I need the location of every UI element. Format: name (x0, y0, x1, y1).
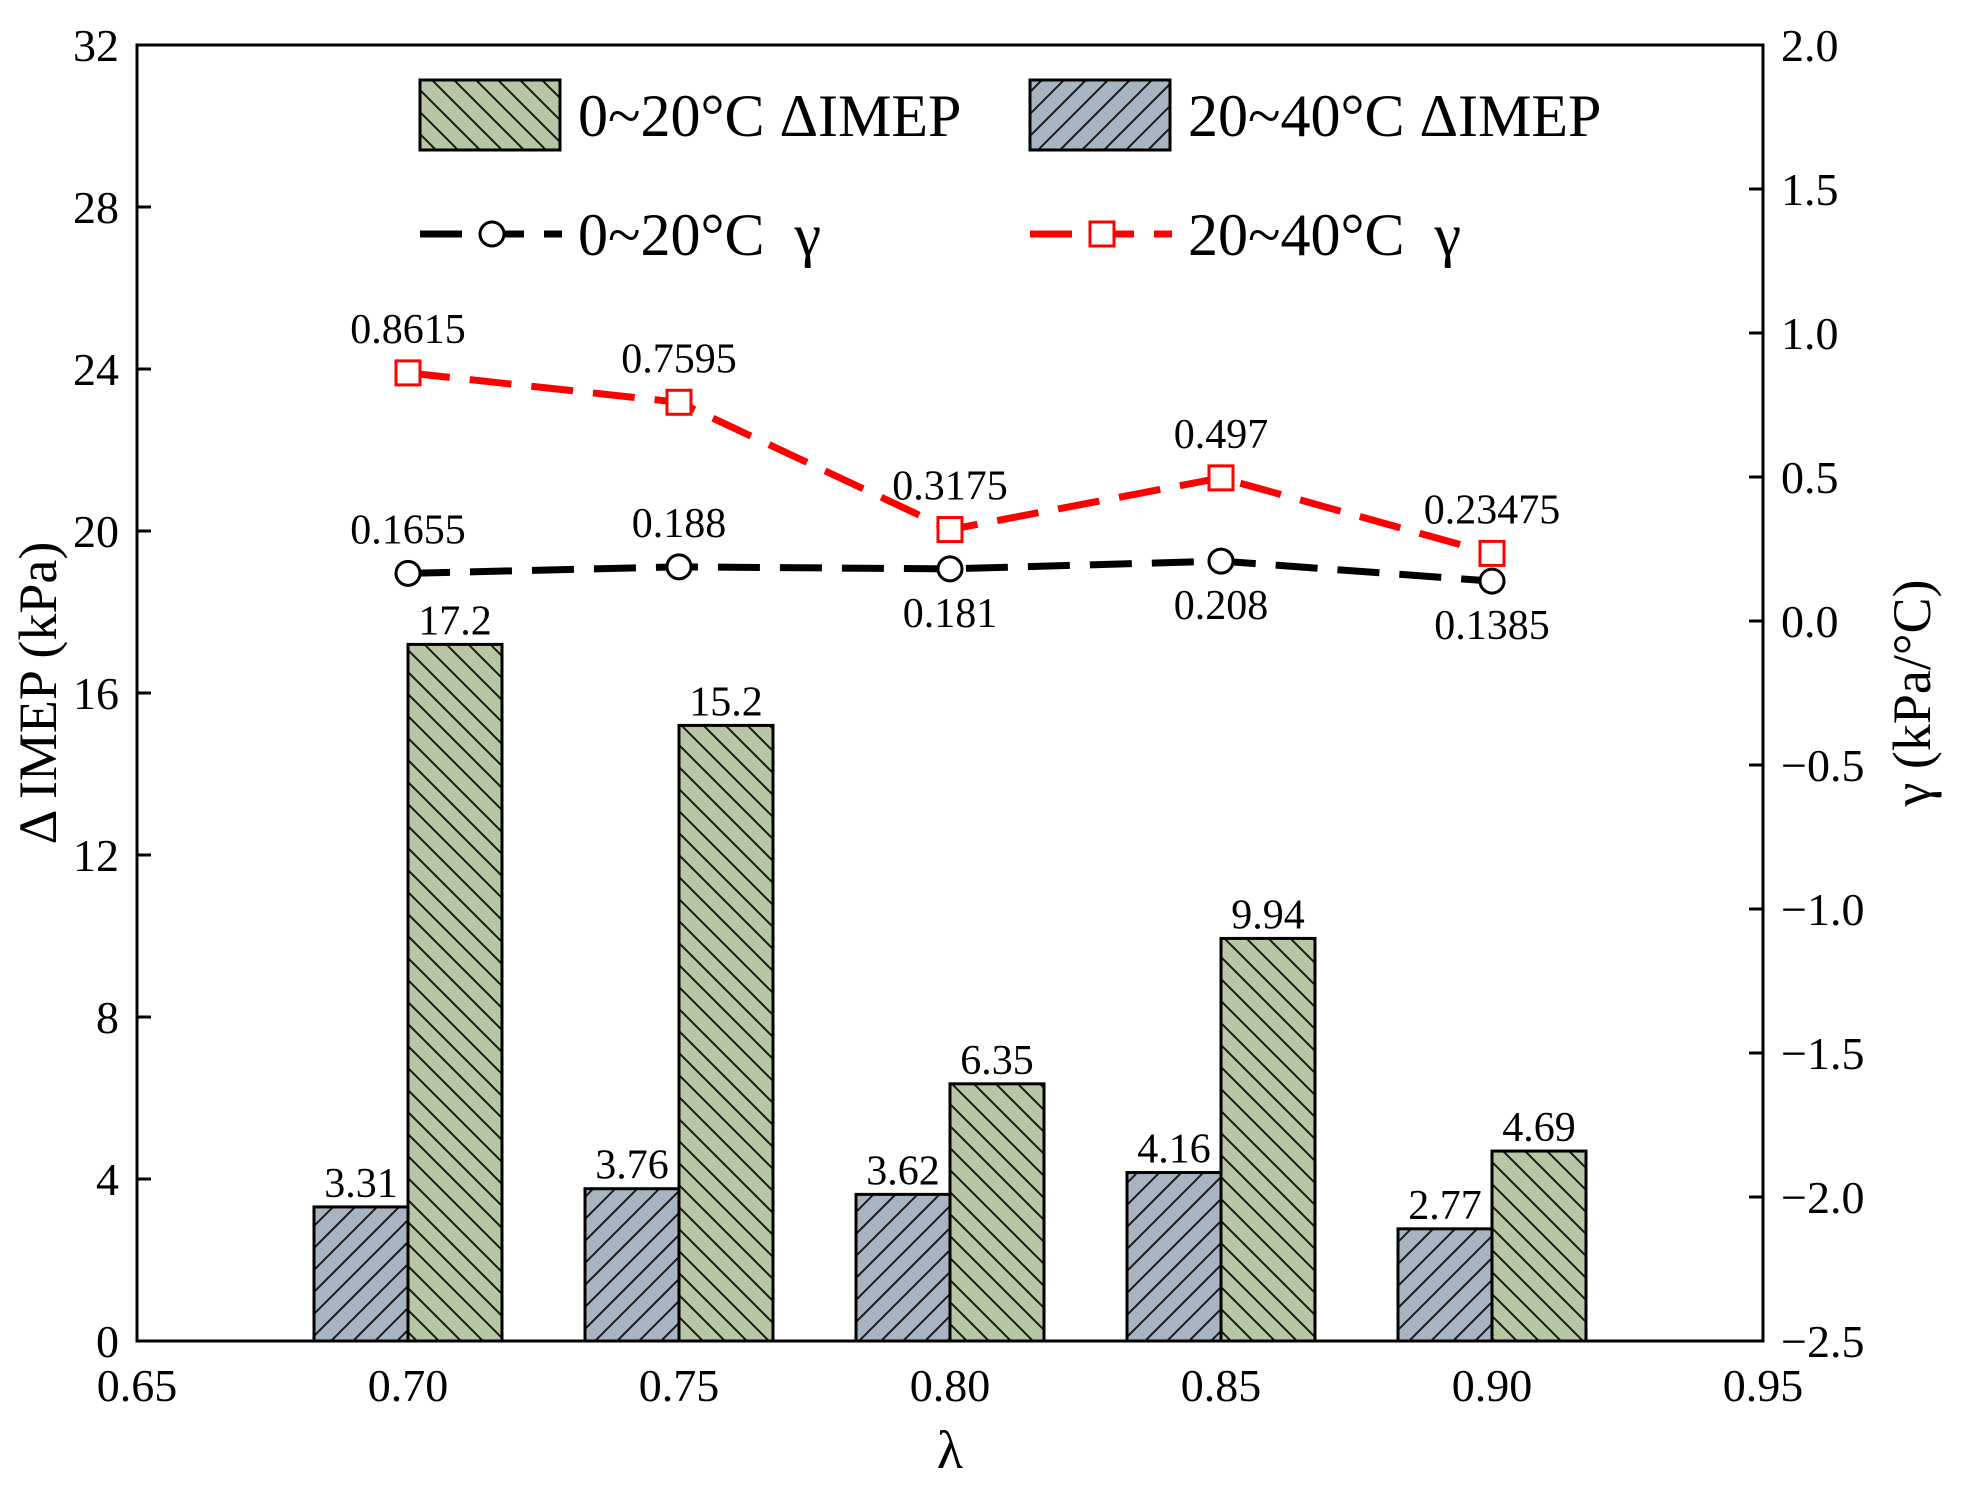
line-label-s1-0: 0.8615 (350, 307, 466, 353)
bar-s0-2 (948, 1082, 1046, 1343)
x-ticks-layer: 0.65 0.70 0.75 0.80 0.85 0.90 0.95 (97, 1327, 1804, 1411)
marker-s0-3 (1207, 547, 1235, 575)
bar-s1-1 (583, 1187, 681, 1343)
bar-label-s1-3: 4.16 (1137, 1127, 1211, 1173)
legend-label-line-1: 20~40°C γ (1188, 202, 1461, 268)
line-label-s0-2: 0.181 (903, 591, 998, 637)
x-tick-label-3: 0.80 (910, 1360, 991, 1411)
y-right-tick-label-0: −2.5 (1781, 1316, 1864, 1367)
marker-s0-0 (394, 559, 422, 587)
legend-swatch-bar-1 (1028, 78, 1172, 152)
line-label-s1-4: 0.23475 (1424, 487, 1561, 533)
bars-layer (312, 642, 1588, 1343)
marker-s1-2 (936, 516, 964, 544)
bar-label-s0-3: 9.94 (1231, 892, 1305, 938)
x-tick-label-2: 0.75 (639, 1360, 720, 1411)
bar-s0-3 (1219, 936, 1317, 1343)
bar-s1-4 (1396, 1227, 1494, 1343)
y-right-tick-label-2: −1.5 (1781, 1028, 1864, 1079)
bar-label-s1-0: 3.31 (324, 1161, 398, 1207)
line-label-s0-0: 0.1655 (350, 507, 466, 553)
y-left-tick-label-3: 12 (73, 830, 119, 881)
line-series-0 (407, 557, 1493, 585)
markers-layer (394, 359, 1506, 595)
bar-s1-3 (1125, 1171, 1223, 1343)
line-labels-layer: 0.1655 0.188 0.181 0.208 0.1385 0.8615 0.7595 0… (350, 307, 1560, 649)
y-left-tick-label-8: 32 (73, 20, 119, 71)
bar-label-s1-1: 3.76 (595, 1143, 669, 1189)
line-label-s1-3: 0.497 (1174, 412, 1269, 458)
x-axis-label: λ (937, 1420, 963, 1480)
y-left-tick-label-6: 24 (73, 344, 119, 395)
y-left-ticks-layer: 0 4 8 12 16 20 24 28 32 (73, 20, 151, 1367)
x-tick-label-6: 0.95 (1723, 1360, 1804, 1411)
y-left-tick-label-4: 16 (73, 668, 119, 719)
bar-s0-0 (406, 642, 504, 1343)
marker-s0-2 (936, 555, 964, 583)
y-left-tick-label-1: 4 (96, 1154, 119, 1205)
marker-s1-3 (1207, 464, 1235, 492)
bar-label-s0-1: 15.2 (689, 679, 763, 725)
marker-s0-1 (665, 553, 693, 581)
y-right-tick-label-7: 1.0 (1781, 308, 1839, 359)
bar-label-s1-2: 3.62 (866, 1148, 940, 1194)
bar-labels-layer: 17.2 15.2 6.35 9.94 4.69 3.31 3.76 3.62 4.16 2.77 (324, 598, 1576, 1228)
x-tick-label-4: 0.85 (1181, 1360, 1262, 1411)
bar-label-s0-4: 4.69 (1502, 1105, 1576, 1151)
x-tick-label-0: 0.65 (97, 1360, 178, 1411)
y-left-axis-label: Δ IMEP (kPa) (8, 542, 68, 845)
line-label-s0-1: 0.188 (632, 501, 727, 547)
legend-swatch-bar-0 (418, 78, 562, 152)
line-label-s1-2: 0.3175 (892, 464, 1008, 510)
line-label-s0-3: 0.208 (1174, 583, 1269, 629)
bar-label-s1-4: 2.77 (1408, 1183, 1482, 1229)
y-right-tick-label-9: 2.0 (1781, 20, 1839, 71)
marker-s0-4 (1478, 567, 1506, 595)
legend-marker-1 (1088, 220, 1116, 248)
legend-label-line-0: 0~20°C γ (578, 202, 821, 268)
x-tick-label-5: 0.90 (1452, 1360, 1533, 1411)
x-tick-label-1: 0.70 (368, 1360, 449, 1411)
y-right-tick-label-6: 0.5 (1781, 452, 1839, 503)
legend: 0~20°C ΔIMEP 20~40°C ΔIMEP 0~20°C γ 20~4… (418, 78, 1601, 268)
line-label-s0-4: 0.1385 (1434, 603, 1550, 649)
bar-s1-2 (854, 1192, 952, 1343)
y-left-tick-label-0: 0 (96, 1316, 119, 1367)
bar-s0-1 (677, 723, 775, 1343)
legend-label-bar-1: 20~40°C ΔIMEP (1188, 83, 1601, 149)
marker-s1-0 (394, 359, 422, 387)
legend-label-bar-0: 0~20°C ΔIMEP (578, 83, 961, 149)
bar-s1-0 (312, 1205, 410, 1343)
y-right-tick-label-4: −0.5 (1781, 740, 1864, 791)
marker-s1-4 (1478, 539, 1506, 567)
y-right-tick-label-3: −1.0 (1781, 884, 1864, 935)
y-right-tick-label-5: 0.0 (1781, 596, 1839, 647)
y-left-tick-label-5: 20 (73, 506, 119, 557)
y-right-tick-label-8: 1.5 (1781, 164, 1839, 215)
marker-s1-1 (665, 388, 693, 416)
legend-marker-0 (478, 220, 506, 248)
bar-label-s0-0: 17.2 (418, 598, 492, 644)
y-right-tick-label-1: −2.0 (1781, 1172, 1864, 1223)
y-left-tick-label-2: 8 (96, 992, 119, 1043)
line-label-s1-1: 0.7595 (621, 336, 737, 382)
y-left-tick-label-7: 28 (73, 182, 119, 233)
y-right-axis-label: γ (kPa/°C) (1882, 580, 1942, 808)
bar-label-s0-2: 6.35 (960, 1038, 1034, 1084)
bar-s0-4 (1490, 1149, 1588, 1343)
y-right-ticks-layer: −2.5 −2.0 −1.5 −1.0 −0.5 0.0 0.5 1.0 1.5 2.0 (1749, 20, 1864, 1367)
